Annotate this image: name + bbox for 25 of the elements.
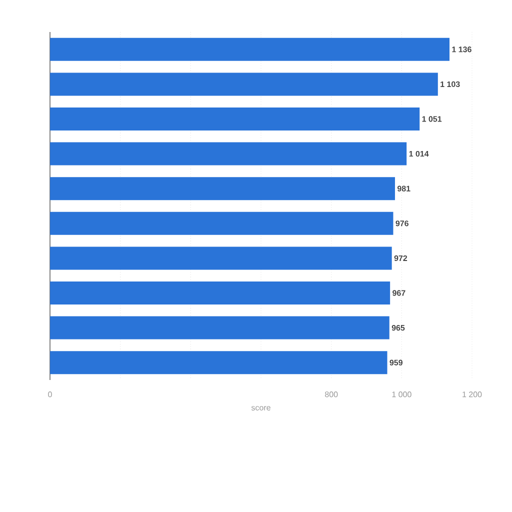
x-tick-label: 800 <box>325 392 338 398</box>
data-label: 1 136 <box>452 46 472 52</box>
bar <box>50 351 388 374</box>
bar <box>50 38 450 61</box>
data-label: 967 <box>392 290 406 296</box>
data-label: 1 103 <box>440 81 460 88</box>
bar <box>50 246 392 270</box>
x-axis-title: score <box>251 406 270 410</box>
bar <box>50 212 394 235</box>
bar <box>50 107 420 130</box>
data-label: 976 <box>396 220 408 226</box>
bar <box>50 177 395 200</box>
data-label: 981 <box>397 186 410 192</box>
data-label: 1 051 <box>422 116 442 122</box>
data-label: 959 <box>390 360 402 366</box>
data-label: 972 <box>394 255 408 262</box>
x-tick-label: 1 200 <box>462 392 482 398</box>
x-tick-label: 1 000 <box>392 392 412 398</box>
bar <box>50 142 407 166</box>
data-label: 965 <box>392 324 405 331</box>
data-label: 1 014 <box>409 150 429 157</box>
bar <box>50 282 390 305</box>
bar <box>50 72 438 96</box>
bar <box>50 316 390 340</box>
x-tick-label: 0 <box>48 392 52 398</box>
